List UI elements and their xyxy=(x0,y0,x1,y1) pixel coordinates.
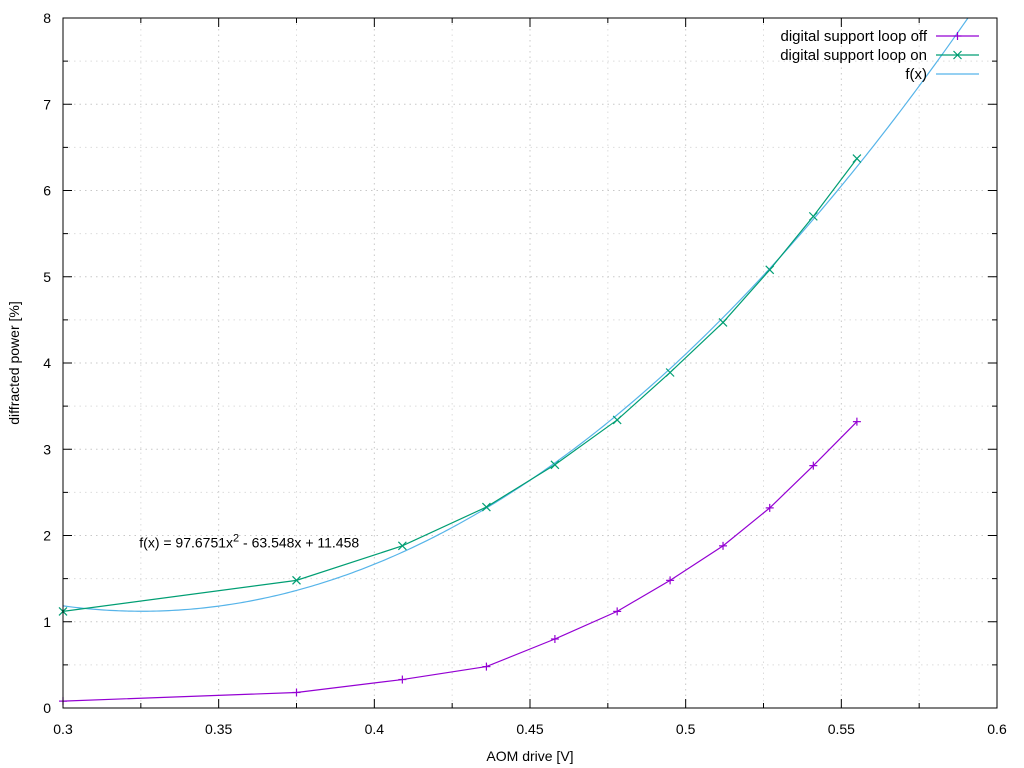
series-2-point xyxy=(765,265,775,275)
x-tick-label: 0.45 xyxy=(516,721,543,737)
x-axis-title: AOM drive [V] xyxy=(486,748,573,764)
series-1-point xyxy=(666,576,675,585)
plot-border xyxy=(62,17,998,709)
x-tick-label: 0.35 xyxy=(205,721,232,737)
series-2-point xyxy=(292,575,301,585)
series-2-point xyxy=(665,368,675,377)
y-tick-label: 5 xyxy=(43,269,51,285)
x-tick-label: 0.6 xyxy=(987,721,1007,737)
fit-equation-exponent: 2 xyxy=(233,532,239,544)
fit-equation-prefix: f(x) = 97.6751x xyxy=(139,534,233,550)
series-2-point-d2 xyxy=(665,368,675,377)
y-tick-label: 4 xyxy=(43,355,51,371)
y-axis-title: diffracted power [%] xyxy=(6,301,22,424)
legend-marker-1 xyxy=(953,32,962,40)
x-tick-label: 0.3 xyxy=(53,721,73,737)
series-layer xyxy=(58,154,862,706)
series-2-point xyxy=(397,541,407,551)
series-1-point xyxy=(852,417,861,426)
series-2-point-d2 xyxy=(612,415,622,425)
legend-marker-2 xyxy=(953,50,962,60)
series-1-point xyxy=(809,461,818,470)
legend-marker-2-d2 xyxy=(953,50,962,60)
series-1-point xyxy=(765,503,774,512)
series-1-point xyxy=(719,541,728,550)
x-tick-label: 0.4 xyxy=(365,721,385,737)
series-2-point xyxy=(550,460,560,470)
series-1-point xyxy=(613,607,622,616)
tick-labels: 0.3 0.35 0.4 0.45 0.5 0.55 0.6 0 1 2 3 4 5 6 7 8 xyxy=(43,10,1007,737)
fit-equation-suffix: - 63.548x + 11.458 xyxy=(239,534,359,550)
series-2-point-d2 xyxy=(852,154,862,164)
series-2-point xyxy=(852,154,862,164)
x-tick-label: 0.55 xyxy=(828,721,855,737)
series-2-point-d2 xyxy=(765,265,775,275)
series-2-point-d2 xyxy=(481,502,491,512)
y-tick-label: 3 xyxy=(43,441,51,457)
series-1-point xyxy=(550,635,559,643)
series-2-point xyxy=(808,211,818,221)
series-2-point-d2 xyxy=(550,460,560,470)
y-tick-label: 8 xyxy=(43,10,51,26)
legend-label-3: f(x) xyxy=(905,66,927,83)
legend-label-2: digital support loop on xyxy=(780,47,927,64)
legend-label-1: digital support loop off xyxy=(781,28,928,45)
y-tick-label: 6 xyxy=(43,183,51,199)
series-2-point-d2 xyxy=(397,541,407,551)
series-2-point xyxy=(718,318,728,327)
x-tick-label: 0.5 xyxy=(676,721,696,737)
y-tick-label: 0 xyxy=(43,700,51,716)
y-tick-label: 1 xyxy=(43,614,51,630)
fit-equation-annotation: f(x) = 97.6751x2 - 63.548x + 11.458 xyxy=(139,532,359,550)
series-1-point xyxy=(292,688,301,697)
y-tick-label: 7 xyxy=(43,96,51,112)
series-2-point xyxy=(612,415,622,425)
series-2-point-d2 xyxy=(718,318,728,327)
series-2-point-d2 xyxy=(292,575,301,585)
legend: digital support loop off digital support … xyxy=(780,28,979,83)
series-1-point xyxy=(482,662,491,671)
series-2-point xyxy=(481,502,491,512)
series-1-point xyxy=(398,675,407,684)
series-2-point-d2 xyxy=(808,211,818,221)
y-tick-label: 2 xyxy=(43,528,51,544)
